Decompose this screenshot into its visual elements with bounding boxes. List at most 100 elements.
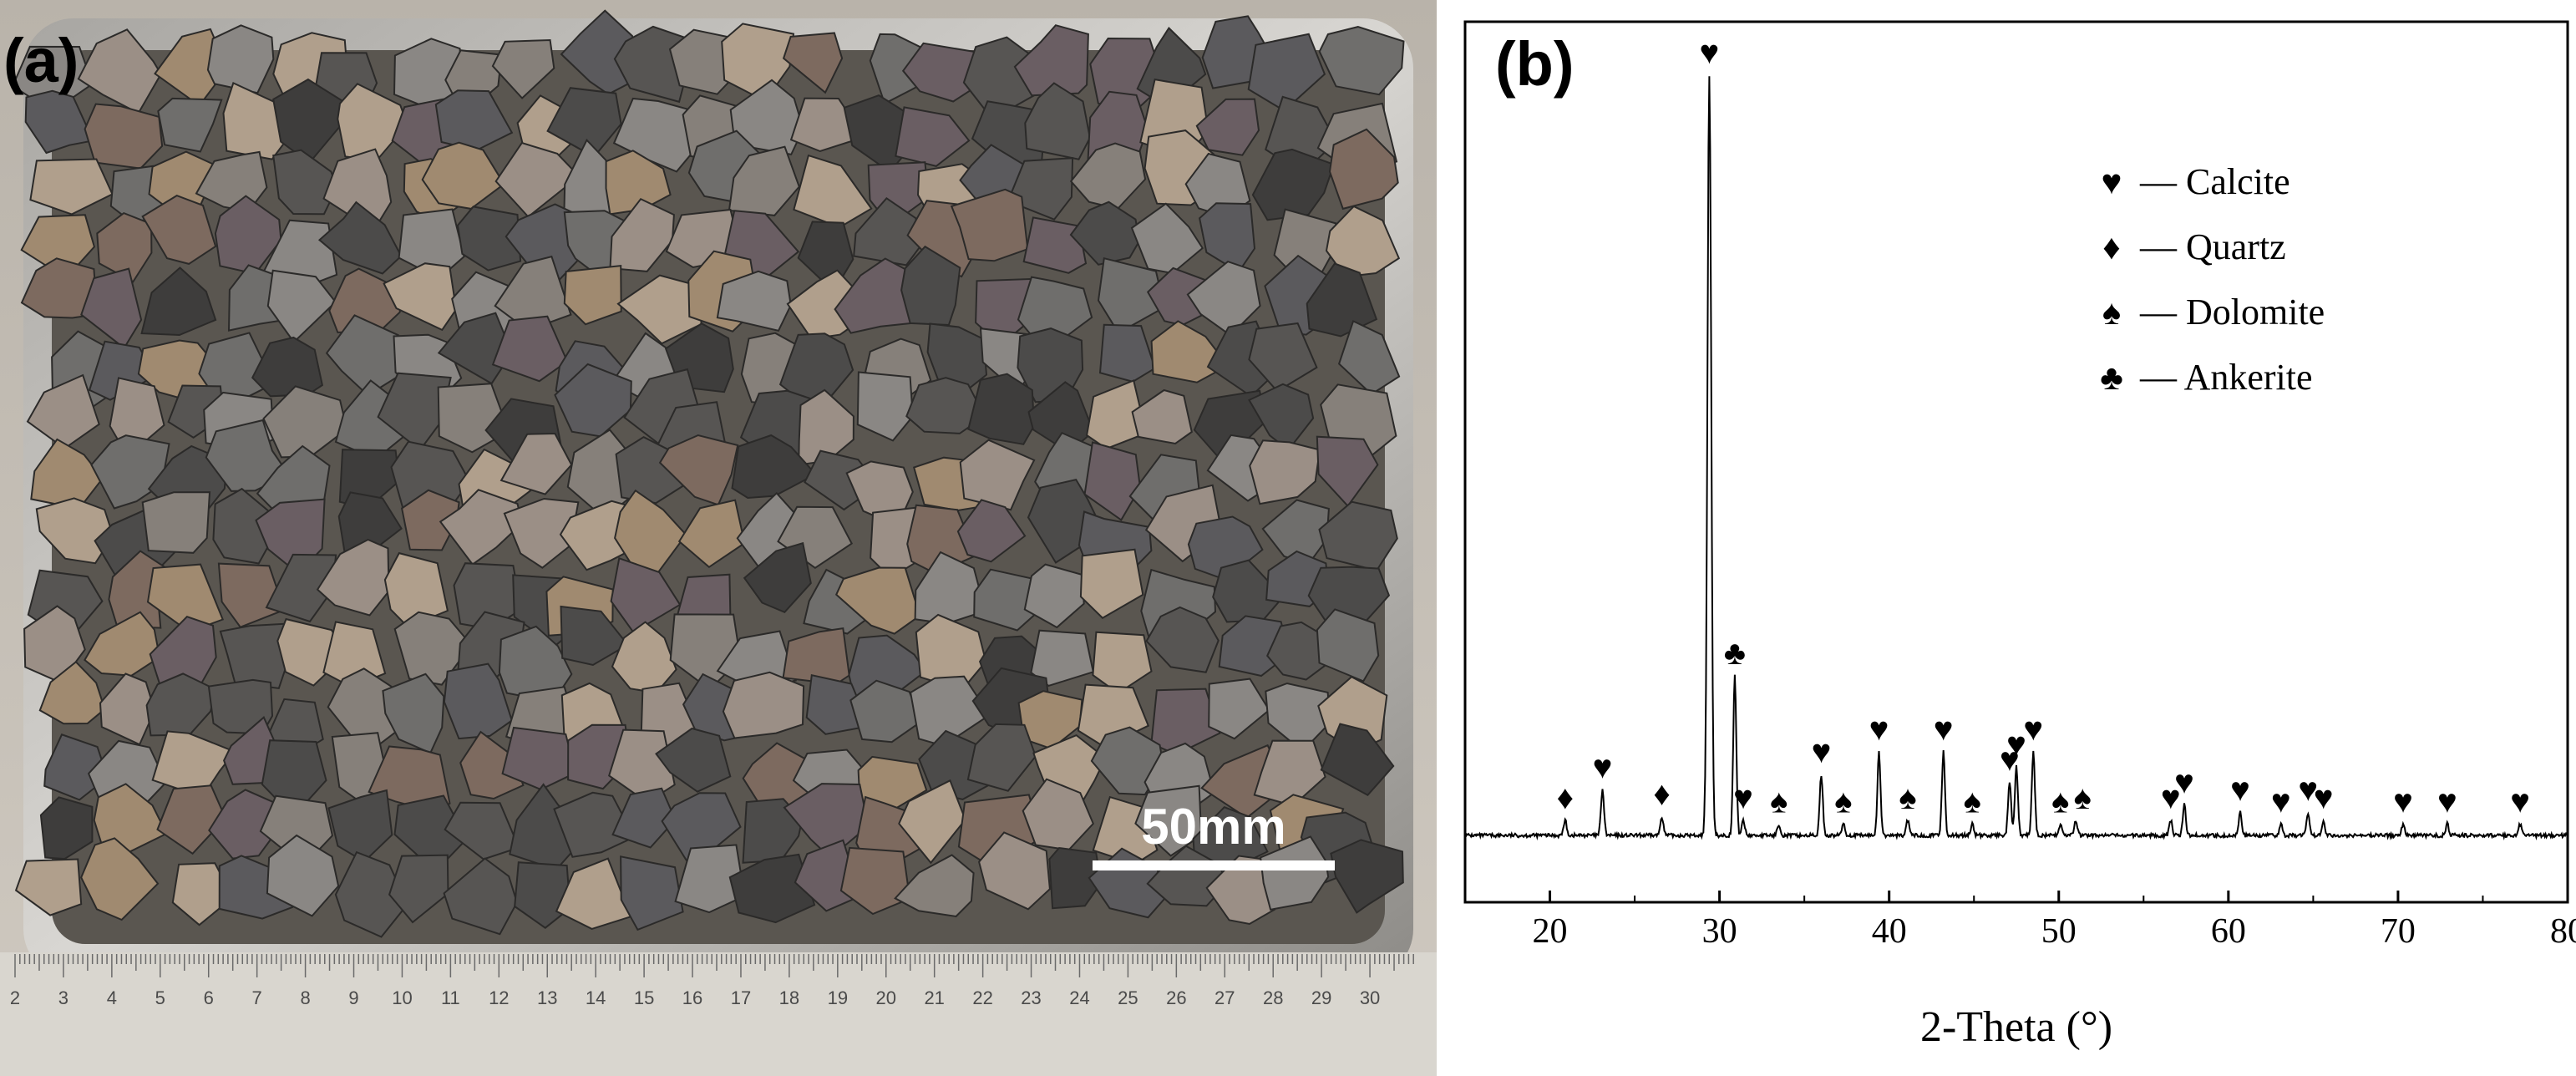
ruler-number: 8	[300, 987, 310, 1008]
ruler-number: 13	[537, 987, 557, 1008]
xrd-pattern-line	[1464, 76, 2568, 841]
stone	[383, 262, 458, 332]
stone	[491, 38, 555, 99]
stone	[555, 857, 632, 930]
peak-marker: ♥	[1869, 710, 1889, 748]
ruler-number: 30	[1360, 987, 1380, 1008]
stone	[217, 562, 286, 628]
stone	[839, 846, 911, 916]
stone	[316, 538, 390, 617]
stone	[491, 315, 569, 383]
stone	[38, 660, 106, 725]
stone	[24, 89, 95, 155]
stone	[905, 377, 986, 434]
stone	[834, 566, 921, 635]
legend: ♥ — Calcite ♦ — Quartz ♠ — Dolomite ♣ — Ankerit…	[2100, 161, 2325, 398]
stone	[80, 267, 143, 350]
ruler-number: 25	[1118, 987, 1138, 1008]
ruler-number: 21	[924, 987, 944, 1008]
legend-label: — Quartz	[2139, 226, 2286, 267]
plot-frame	[1463, 20, 2569, 904]
stone	[1325, 205, 1401, 278]
stone	[439, 489, 524, 566]
stone	[1195, 98, 1260, 156]
stone	[43, 733, 109, 801]
stone	[612, 97, 698, 173]
stone	[317, 200, 403, 275]
stone	[14, 858, 83, 916]
stone	[266, 834, 340, 917]
stone	[26, 373, 100, 450]
stone	[894, 854, 975, 918]
ruler-number: 28	[1263, 987, 1283, 1008]
stone	[950, 188, 1029, 262]
ruler-number: 24	[1069, 987, 1089, 1008]
peak-marker: ♥	[2393, 782, 2413, 820]
stone	[677, 499, 746, 569]
panel-a-label: (a)	[3, 26, 79, 95]
peak-marker: ♦	[1557, 779, 1574, 816]
peak-marker: ♥	[2023, 710, 2043, 748]
stone	[157, 97, 223, 153]
peak-marker: ♥	[2006, 725, 2026, 763]
x-tick-label: 30	[1702, 912, 1737, 951]
ruler-number: 12	[489, 987, 509, 1008]
stone	[141, 194, 217, 265]
ruler	[0, 952, 1437, 1076]
stone	[966, 723, 1037, 792]
stone	[1316, 435, 1379, 508]
stone	[503, 497, 580, 569]
stone	[1131, 388, 1193, 445]
stone	[20, 257, 99, 319]
ruler-number: 19	[828, 987, 848, 1008]
stone	[80, 837, 160, 921]
stone	[266, 269, 337, 344]
stone	[29, 158, 114, 216]
peak-marker: ♦	[1653, 774, 1670, 812]
panel-b-label: (b)	[1495, 29, 1575, 99]
stone	[84, 103, 164, 170]
ruler-number: 16	[682, 987, 702, 1008]
stone	[437, 312, 514, 385]
stone	[731, 434, 818, 500]
stone	[171, 862, 235, 926]
ruler-number: 15	[634, 987, 654, 1008]
x-tick-label: 60	[2211, 912, 2246, 951]
stone	[1079, 548, 1144, 619]
stone	[421, 141, 505, 210]
stone	[609, 197, 675, 272]
stone	[388, 854, 449, 924]
stone	[1007, 157, 1074, 221]
stone	[499, 432, 573, 495]
stone	[978, 831, 1051, 911]
ruler-number: 18	[779, 987, 799, 1008]
peak-marker: ♠	[1834, 782, 1852, 820]
stone	[443, 857, 518, 936]
ruler-number: 6	[204, 987, 214, 1008]
stone	[272, 149, 338, 216]
stone	[35, 497, 114, 565]
stone	[849, 679, 922, 744]
stone	[1048, 846, 1103, 910]
stone	[393, 611, 473, 686]
stone	[334, 850, 409, 938]
x-tick-label: 80	[2550, 912, 2576, 951]
stone	[1069, 200, 1141, 266]
aggregate-photo-panel: 2 3 4 5 6 7 8 9 10 11 12 13 14 15 16 17 18 19 20 21 22 23 24 25…	[0, 0, 1437, 1076]
stone	[674, 844, 746, 914]
legend-symbol: ♠	[2102, 294, 2121, 332]
peak-marker: ♥	[2174, 764, 2194, 801]
stone	[1030, 629, 1094, 688]
stone	[655, 727, 732, 793]
x-tick-label: 70	[2381, 912, 2416, 951]
ruler-number: 27	[1214, 987, 1235, 1008]
stone	[1134, 784, 1203, 857]
legend-label: — Dolomite	[2139, 292, 2325, 332]
ruler-number: 10	[392, 987, 412, 1008]
stone	[1083, 441, 1142, 521]
legend-symbol: ♦	[2102, 229, 2120, 267]
stone	[959, 439, 1036, 511]
peak-marker: ♥	[2298, 771, 2318, 809]
peak-marker: ♠	[1964, 782, 1981, 820]
stone	[444, 801, 520, 860]
